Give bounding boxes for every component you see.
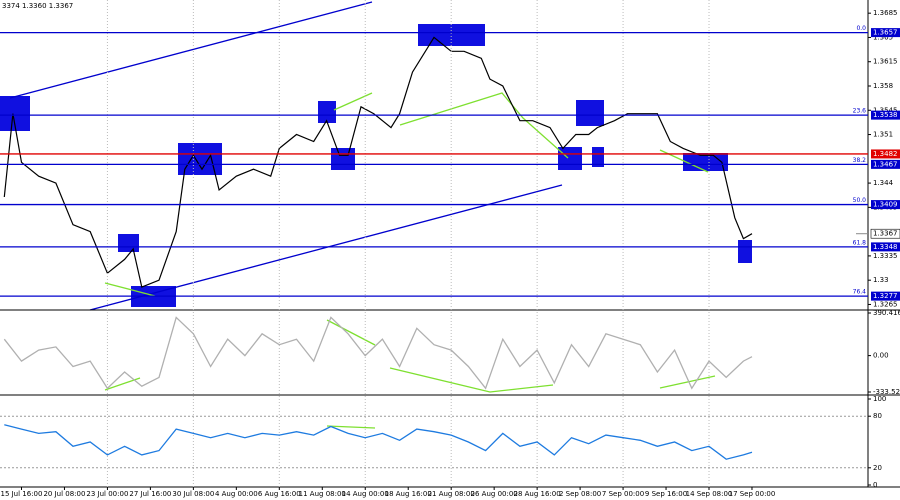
y-tick-label: 1.365 xyxy=(873,33,893,41)
divergence-line xyxy=(389,367,554,393)
zone xyxy=(592,147,604,167)
x-tick-label: 26 Aug 00:00 xyxy=(471,490,518,498)
y-tick-label: 1.358 xyxy=(873,82,893,90)
last-price-box xyxy=(870,228,900,239)
price-line xyxy=(3,316,753,390)
price-label: 1.3482 xyxy=(873,150,898,158)
x-tick-label: 9 Sep 16:00 xyxy=(645,490,687,498)
zone xyxy=(558,147,582,170)
fib-label: 76.4 xyxy=(853,289,867,296)
price-label: 1.3409 xyxy=(873,201,898,209)
fib-label: 38.2 xyxy=(853,157,867,164)
y-tick-label: 1.3615 xyxy=(873,58,898,66)
x-tick-label: 17 Sep 00:00 xyxy=(729,490,776,498)
info-text: 3374 1.3360 1.3367 xyxy=(2,2,73,10)
y-tick-label: 1.3335 xyxy=(873,252,898,260)
x-tick-label: 15 Jul 16:00 xyxy=(0,490,42,498)
price-label: 1.3657 xyxy=(873,29,898,37)
price-label: 1.3538 xyxy=(873,111,898,119)
y-tick-label: 1.344 xyxy=(873,179,894,187)
y-tick-label: 1.3685 xyxy=(873,9,898,17)
price-label-box xyxy=(871,291,900,301)
y-tick-label: -333.522 xyxy=(873,388,900,396)
divergence-line xyxy=(333,92,373,111)
price-label-box xyxy=(871,159,900,169)
channel-line xyxy=(9,1,373,99)
last-price-label: 1.3367 xyxy=(873,230,898,238)
divergence-line xyxy=(659,375,716,389)
x-tick-label: 4 Aug 00:00 xyxy=(215,490,258,498)
fib-label: 61.8 xyxy=(853,239,867,246)
x-tick-label: 11 Aug 08:00 xyxy=(299,490,346,498)
price-label-box xyxy=(871,242,900,252)
zone xyxy=(576,100,604,126)
x-tick-label: 21 Aug 08:00 xyxy=(428,490,475,498)
price-label: 1.3467 xyxy=(873,160,898,168)
y-tick-label: 390.4163 xyxy=(873,309,900,317)
zone xyxy=(118,234,139,252)
price-line xyxy=(4,424,753,460)
x-tick-label: 28 Aug 16:00 xyxy=(514,490,561,498)
x-tick-label: 30 Jul 08:00 xyxy=(172,490,214,498)
y-tick-label: 1.3545 xyxy=(873,106,898,114)
zone xyxy=(331,148,355,170)
zone xyxy=(738,240,752,263)
x-tick-label: 7 Sep 00:00 xyxy=(602,490,644,498)
x-tick-label: 14 Sep 08:00 xyxy=(686,490,733,498)
x-tick-label: 6 Aug 16:00 xyxy=(258,490,301,498)
price-label: 1.3348 xyxy=(873,243,898,251)
zone xyxy=(418,24,485,46)
x-tick-label: 18 Aug 16:00 xyxy=(385,490,432,498)
x-tick-label: 2 Sep 08:00 xyxy=(559,490,601,498)
divergence-line xyxy=(326,425,376,429)
y-tick-label: 0.00 xyxy=(873,352,889,360)
y-tick-label: 1.3265 xyxy=(873,300,898,308)
y-tick-label: 80 xyxy=(873,412,882,420)
y-tick-label: 20 xyxy=(873,464,882,472)
y-tick-label: 100 xyxy=(873,395,886,403)
y-tick-label: 0 xyxy=(873,481,877,489)
x-tick-label: 27 Jul 16:00 xyxy=(129,490,171,498)
price-line xyxy=(3,36,753,288)
y-tick-label: 1.33 xyxy=(873,276,889,284)
fib-label: 50.0 xyxy=(853,197,867,204)
x-tick-label: 23 Jul 00:00 xyxy=(86,490,128,498)
price-label: 1.3277 xyxy=(873,292,898,300)
divergence-line xyxy=(326,319,376,346)
zone xyxy=(318,101,336,123)
fib-label: 0.0 xyxy=(856,25,866,32)
price-label-box xyxy=(871,110,900,120)
price-label-box xyxy=(871,28,900,38)
x-tick-label: 14 Aug 00:00 xyxy=(342,490,389,498)
price-label-box xyxy=(871,200,900,210)
fib-label: 23.6 xyxy=(853,108,867,115)
divergence-line xyxy=(104,282,156,297)
y-tick-label: 1.351 xyxy=(873,131,893,139)
price-label-box xyxy=(871,149,900,159)
x-tick-label: 20 Jul 08:00 xyxy=(43,490,85,498)
